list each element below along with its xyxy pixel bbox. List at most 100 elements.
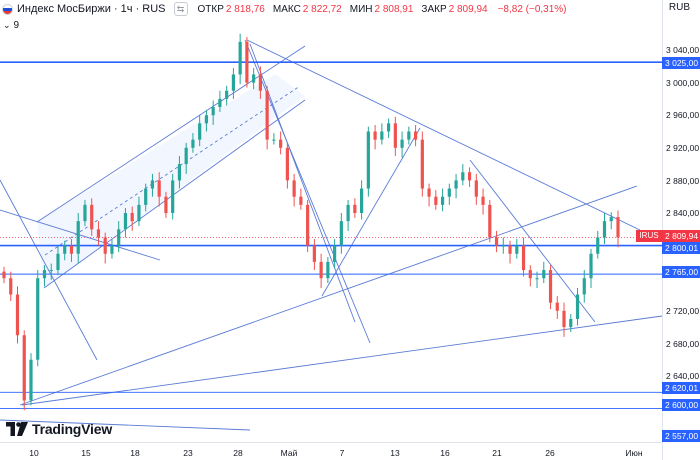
candle-body [137, 204, 141, 222]
candle-body [407, 131, 411, 140]
trend-line [19, 185, 638, 406]
close-label: ЗАКР [421, 3, 447, 15]
candle-body [589, 253, 593, 279]
candle-body [393, 123, 397, 148]
price-tick: 3 040,00 [666, 45, 700, 55]
candle-body [150, 180, 155, 189]
candle [123, 208, 128, 238]
candle [339, 213, 343, 254]
level-label: 3 025,00 [662, 57, 700, 69]
price-chart[interactable] [0, 0, 662, 442]
price-tick: 2 840,00 [666, 208, 700, 218]
candle-body [353, 204, 357, 213]
candle-body [488, 204, 492, 238]
indicator-count: 9 [13, 19, 20, 31]
candle-body [225, 90, 229, 99]
tradingview-logo[interactable]: TradingView [6, 421, 112, 437]
candle-body [90, 204, 94, 230]
trend-line [0, 209, 161, 261]
candle-body [279, 139, 283, 148]
candle-body [481, 196, 485, 205]
candle [589, 248, 593, 288]
candle-body [258, 74, 262, 91]
level-label: 2 557,00 [662, 430, 700, 442]
candle [2, 266, 6, 284]
close-value: 2 809,94 [448, 3, 488, 15]
trend-line [0, 179, 98, 361]
candle-body [494, 237, 499, 246]
indicators-toggle[interactable]: ⌄ 9 [3, 20, 19, 31]
candle-body [245, 41, 249, 83]
candle [150, 173, 155, 197]
candle-body [9, 278, 13, 295]
candle [56, 245, 60, 275]
candle [393, 116, 397, 156]
horizontal-levels[interactable] [0, 61, 662, 442]
candle-body [15, 294, 20, 336]
candle-body [252, 74, 256, 83]
candles [2, 33, 620, 411]
time-tick: 15 [81, 448, 91, 458]
currency-label[interactable]: RUB [668, 2, 690, 13]
candle [333, 239, 337, 269]
russia-flag-icon [2, 3, 13, 15]
candle [130, 206, 134, 231]
candle-body [346, 204, 350, 222]
candle-body [319, 261, 323, 279]
candle-body [420, 139, 424, 189]
candle [474, 173, 478, 205]
candle-body [22, 335, 26, 401]
candle-body [596, 237, 600, 254]
ticker-tag: IRUS [636, 230, 662, 242]
candle-body [265, 90, 269, 140]
candle [501, 237, 505, 254]
candle-body [231, 74, 236, 91]
candle [96, 221, 101, 246]
candle [204, 110, 209, 132]
candle [238, 33, 242, 85]
candle [9, 271, 13, 302]
candle-body [609, 217, 613, 222]
chevron-down-icon: ⌄ [3, 19, 11, 30]
candle-body [285, 147, 289, 181]
compare-icon[interactable]: ⇆ [173, 2, 188, 16]
candle-body [164, 196, 168, 213]
symbol-title[interactable]: Индекс МосБиржи · 1ч · RUS [17, 3, 166, 15]
candle [575, 287, 580, 326]
time-tick: 18 [130, 448, 140, 458]
candle-body [103, 237, 107, 254]
candle [319, 253, 323, 288]
candle [117, 221, 121, 253]
level-label: 2 600,00 [662, 399, 700, 411]
candle-body [413, 131, 418, 140]
candle [265, 85, 269, 150]
candle [326, 257, 330, 284]
candle [63, 240, 67, 261]
candle-body [569, 318, 573, 328]
candle [407, 126, 411, 145]
candle-body [360, 188, 364, 213]
price-tick: 2 880,00 [666, 176, 700, 186]
candle [528, 265, 532, 287]
time-tick: 23 [183, 448, 193, 458]
candle [306, 199, 310, 253]
candle [494, 230, 499, 253]
candle-body [2, 271, 6, 279]
candle [272, 133, 276, 145]
candle [440, 188, 445, 212]
candle-body [339, 221, 343, 246]
time-tick: 10 [29, 448, 39, 458]
candle-body [400, 139, 404, 148]
trendlines[interactable] [0, 39, 662, 431]
candle-body [386, 123, 391, 132]
trend-line [44, 85, 301, 256]
time-axis-border [0, 442, 662, 443]
level-label: 2 765,00 [662, 266, 700, 278]
chart-header: Индекс МосБиржи · 1ч · RUS ⇆ ОТКР 2 818,7… [0, 0, 662, 34]
candle-body [36, 278, 40, 360]
candle [157, 172, 161, 207]
candle-body [602, 221, 607, 238]
candle [535, 271, 539, 288]
candle-body [461, 172, 465, 181]
time-tick: 16 [440, 448, 450, 458]
